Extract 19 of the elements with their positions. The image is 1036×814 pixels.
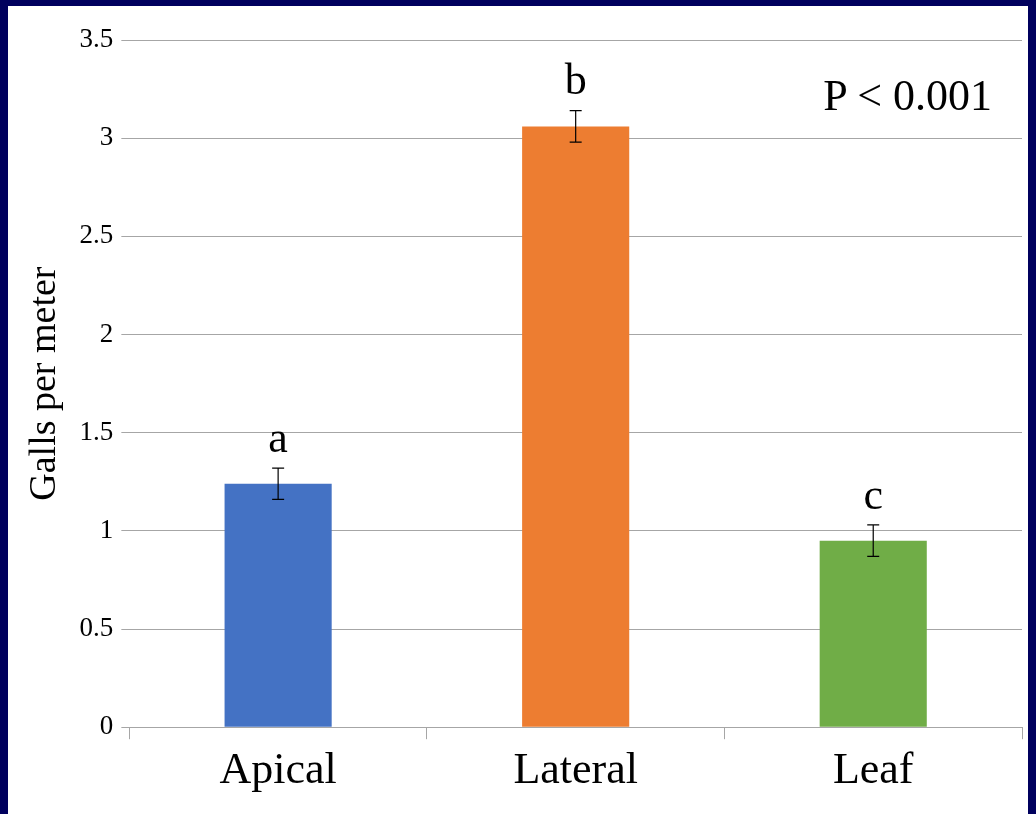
annotation: c xyxy=(863,469,883,519)
x-tick-label: Apical xyxy=(219,744,337,794)
y-tick-label: 0 xyxy=(99,710,114,741)
y-tick-label: 1 xyxy=(99,513,114,544)
y-tick-label: 2 xyxy=(99,317,114,348)
bar xyxy=(224,483,332,727)
annotation: a xyxy=(268,412,288,462)
annotation: b xyxy=(564,55,587,105)
y-tick-label: 3 xyxy=(99,121,114,152)
y-tick-label: 1.5 xyxy=(79,415,114,446)
x-tick-label: Leaf xyxy=(832,744,914,794)
y-tick-label: 3.5 xyxy=(79,23,114,54)
y-tick-label: 0.5 xyxy=(79,612,114,643)
y-axis-title: Galls per meter xyxy=(20,266,63,501)
bar xyxy=(819,540,927,727)
annotation: P < 0.001 xyxy=(823,70,992,120)
y-tick-label: 2.5 xyxy=(79,219,114,250)
bar xyxy=(522,126,630,727)
x-tick-label: Lateral xyxy=(513,744,638,794)
